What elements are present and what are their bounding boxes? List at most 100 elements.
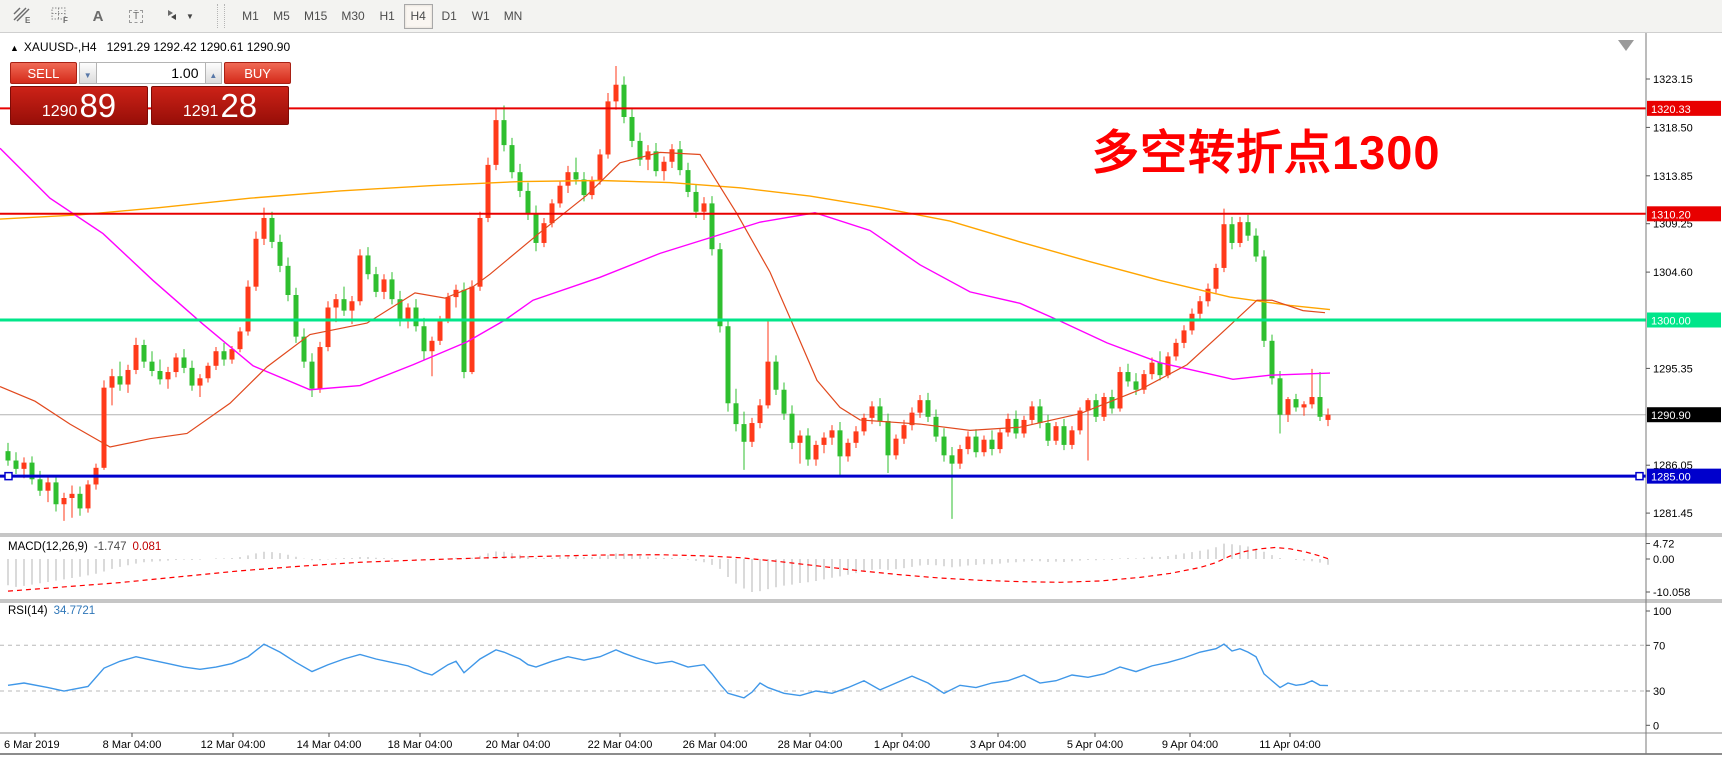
toolbar: E F A T ▼ M1 M5 M15 M30 H1 H4 D1 W1 MN xyxy=(0,0,1722,33)
timeframe-button-M5[interactable]: M5 xyxy=(267,4,296,29)
price-highlight-label xyxy=(1647,312,1721,328)
indicators-tool-button[interactable]: E xyxy=(5,3,39,30)
time-tick-label: 1 Apr 04:00 xyxy=(874,739,930,751)
rsi-axis-label: 30 xyxy=(1653,686,1665,698)
time-tick-label: 9 Apr 04:00 xyxy=(1162,739,1218,751)
ma-fast-line xyxy=(0,151,1326,448)
macd-axis-label: 4.72 xyxy=(1653,539,1674,551)
time-tick-label: 22 Mar 04:00 xyxy=(588,739,653,751)
time-axis: 6 Mar 2019 8 Mar 04:00 12 Mar 04:00 14 Mar … xyxy=(4,733,1321,751)
macd-name: MACD(12,26,9) xyxy=(8,541,88,553)
arrange-tool-button[interactable]: ▼ xyxy=(157,3,201,30)
timeframe-button-W1[interactable]: W1 xyxy=(466,4,496,29)
ohlc-values: 1291.29 1292.42 1290.61 1290.90 xyxy=(106,40,291,54)
ma-slow-line xyxy=(0,179,1331,311)
volume-increase-button[interactable]: ▲ xyxy=(204,62,223,84)
macd-signal-line xyxy=(7,546,1329,592)
svg-text:F: F xyxy=(63,16,68,24)
price-tick-label: 1309.25 xyxy=(1653,219,1693,231)
price-tick-label: 1313.85 xyxy=(1653,171,1693,183)
volume-decrease-button[interactable]: ▼ xyxy=(78,62,97,84)
line-anchor xyxy=(1635,471,1644,481)
grid-icon: F xyxy=(50,6,70,27)
macd-signal-value: 0.081 xyxy=(132,541,162,553)
timeframe-button-H4[interactable]: H4 xyxy=(403,3,433,29)
main-price-panel xyxy=(0,40,1646,521)
price-highlight-text: 1320.33 xyxy=(1651,104,1691,116)
time-tick-label: 26 Mar 04:00 xyxy=(683,739,748,751)
time-tick-label: 11 Apr 04:00 xyxy=(1259,739,1321,751)
chevron-up-icon: ▲ xyxy=(209,70,218,80)
timeframe-button-M15[interactable]: M15 xyxy=(298,4,333,29)
font-a-icon: A xyxy=(92,7,104,25)
chart-annotation-text: 多空转折点1300 xyxy=(1092,126,1441,179)
volume-input[interactable] xyxy=(96,62,205,84)
text-label-tool-button[interactable]: T xyxy=(119,3,153,30)
timeframe-button-D1[interactable]: D1 xyxy=(435,4,464,29)
time-tick-label: 6 Mar 2019 xyxy=(4,739,60,751)
timeframe-group: M1 M5 M15 M30 H1 H4 D1 W1 MN xyxy=(235,3,529,29)
macd-main-value: -1.747 xyxy=(93,541,127,553)
buy-price-pips: 28 xyxy=(220,87,258,124)
sell-price-button[interactable]: 1290 89 xyxy=(10,86,148,125)
time-tick-label: 28 Mar 04:00 xyxy=(778,739,843,751)
sell-price-main: 1290 xyxy=(41,103,78,120)
text-label-icon: T xyxy=(128,9,144,23)
price-highlight-text: 1290.90 xyxy=(1651,410,1691,422)
rsi-line xyxy=(7,643,1329,699)
price-highlight-text: 1300.00 xyxy=(1651,315,1691,327)
chart-shift-icon xyxy=(1618,40,1634,51)
rsi-indicator-label: RSI(14) 34.7721 xyxy=(8,605,95,617)
time-tick-label: 5 Apr 04:00 xyxy=(1067,739,1123,751)
toolbar-separator xyxy=(217,4,225,28)
symbol-name: XAUUSD-,H4 xyxy=(23,40,97,54)
svg-text:E: E xyxy=(25,16,31,24)
rsi-axis-label: 70 xyxy=(1653,640,1665,652)
time-tick-label: 3 Apr 04:00 xyxy=(970,739,1026,751)
chart-canvas[interactable]: 1323.15 1318.50 1313.85 1309.25 1304.60 1295.… xyxy=(0,33,1722,758)
chart-background xyxy=(0,33,1722,758)
rsi-name: RSI(14) xyxy=(8,605,48,617)
macd-indicator-label: MACD(12,26,9) -1.747 0.081 xyxy=(8,541,161,553)
macd-axis-label: 0.00 xyxy=(1653,554,1674,566)
price-tick-label: 1304.60 xyxy=(1653,267,1693,279)
ma-medium-line xyxy=(0,147,1331,391)
time-tick-label: 8 Mar 04:00 xyxy=(103,739,162,751)
price-highlight-text: 1285.00 xyxy=(1651,472,1691,484)
rsi-panel xyxy=(0,643,1646,699)
grid-tool-button[interactable]: F xyxy=(43,3,77,30)
one-click-trading-panel: SELL ▼ ▲ BUY 1290 89 1291 28 xyxy=(10,62,291,125)
price-highlight-label xyxy=(1647,468,1721,484)
price-axis: 1323.15 1318.50 1313.85 1309.25 1304.60 1295.… xyxy=(1646,74,1721,732)
rsi-value: 34.7721 xyxy=(53,605,96,617)
macd-panel xyxy=(7,543,1329,592)
macd-axis-label: -10.058 xyxy=(1653,587,1690,599)
price-tick-label: 1323.15 xyxy=(1653,74,1693,86)
indicator-hatch-icon: E xyxy=(12,6,32,27)
rsi-axis-label: 0 xyxy=(1653,720,1659,732)
price-highlight-text: 1310.20 xyxy=(1651,209,1691,221)
price-highlight-label xyxy=(1647,407,1721,423)
arrange-icon xyxy=(164,7,186,26)
price-highlight-label xyxy=(1647,206,1721,222)
timeframe-button-MN[interactable]: MN xyxy=(498,4,529,29)
line-anchor xyxy=(4,471,13,481)
timeframe-button-M1[interactable]: M1 xyxy=(236,4,265,29)
price-tick-label: 1318.50 xyxy=(1653,122,1693,134)
buy-button[interactable]: BUY xyxy=(224,62,291,84)
buy-price-button[interactable]: 1291 28 xyxy=(151,86,289,125)
timeframe-button-H1[interactable]: H1 xyxy=(373,4,402,29)
price-highlight-label xyxy=(1647,100,1721,116)
font-tool-button[interactable]: A xyxy=(81,3,115,30)
sell-button[interactable]: SELL xyxy=(10,62,77,84)
candles xyxy=(5,65,1331,521)
sell-price-pips: 89 xyxy=(79,87,117,124)
time-tick-label: 14 Mar 04:00 xyxy=(297,739,362,751)
time-tick-label: 20 Mar 04:00 xyxy=(486,739,551,751)
symbol-header: ▲ XAUUSD-,H4 1291.29 1292.42 1290.61 1290.… xyxy=(10,40,290,54)
collapse-triangle-icon[interactable]: ▲ xyxy=(10,43,19,53)
timeframe-button-M30[interactable]: M30 xyxy=(335,4,370,29)
time-tick-label: 12 Mar 04:00 xyxy=(201,739,266,751)
chevron-down-icon: ▼ xyxy=(186,11,194,21)
price-tick-label: 1295.35 xyxy=(1653,363,1693,375)
